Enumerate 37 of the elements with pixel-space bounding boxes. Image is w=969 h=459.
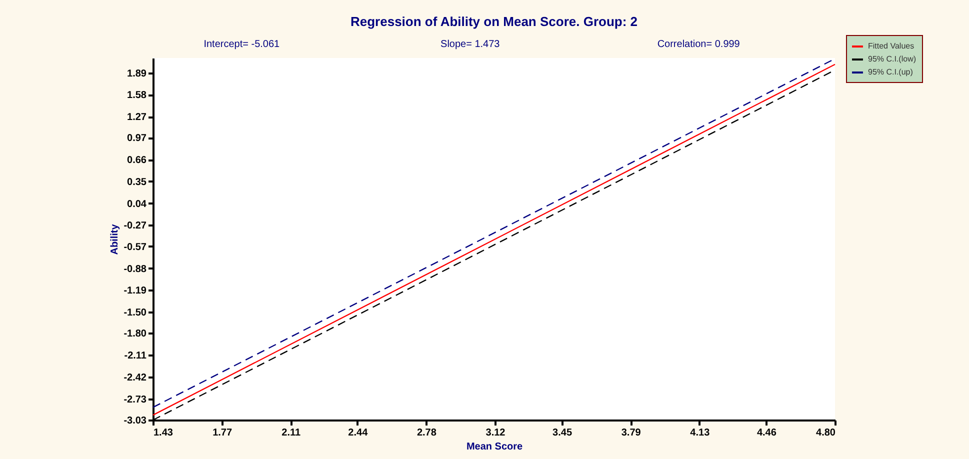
y-tick-label: 1.89	[127, 68, 147, 80]
text: Slope= 1.473	[440, 39, 500, 50]
x-tick-label: 4.80	[816, 428, 836, 438]
y-tick-label: 0.35	[127, 176, 147, 188]
legend-label: 95% C.I.(up)	[868, 68, 914, 76]
y-tick-label: -1.80	[124, 328, 147, 340]
y-tick-label: 0.66	[127, 155, 147, 166]
y-tick-label: -1.19	[124, 286, 147, 297]
legend-label: 95% C.I.(low)	[868, 54, 916, 64]
x-tick-label: 3.45	[552, 428, 572, 438]
y-tick-label: -3.03	[124, 416, 147, 426]
x-tick-label: 3.79	[621, 428, 642, 438]
x-tick-label: 1.77	[212, 428, 232, 438]
y-tick-label: -2.73	[124, 394, 147, 406]
y-tick-label: 1.27	[127, 112, 147, 124]
x-tick-label: 4.13	[690, 428, 710, 438]
x-tick-label: 1.43	[154, 428, 174, 438]
y-tick-label: -1.50	[124, 308, 147, 319]
x-axis-title: Mean Score	[466, 442, 523, 452]
y-tick-label: -2.42	[124, 372, 147, 384]
chart-title: Regression of Ability on Mean Score. Group: 2	[350, 14, 638, 29]
text: Intercept= -5.061	[204, 39, 280, 50]
y-tick-label: 0.04	[127, 198, 147, 210]
y-axis-title: Ability	[110, 224, 121, 255]
y-tick-label: -0.27	[124, 220, 147, 232]
x-tick-label: 3.12	[486, 428, 506, 438]
y-tick-label: -2.11	[124, 350, 147, 362]
text: Correlation= 0.999	[657, 39, 740, 50]
x-tick-label: 2.78	[416, 428, 437, 438]
y-tick-label: -0.88	[124, 264, 147, 275]
y-tick-label: 0.97	[127, 133, 147, 144]
x-tick-label: 4.46	[756, 428, 777, 438]
x-tick-label: 2.11	[282, 428, 302, 438]
x-tick-label: 2.44	[348, 428, 368, 438]
legend-label: Fitted Values	[868, 42, 914, 50]
y-tick-label: -0.57	[124, 242, 147, 253]
y-tick-label: 1.58	[127, 90, 147, 102]
